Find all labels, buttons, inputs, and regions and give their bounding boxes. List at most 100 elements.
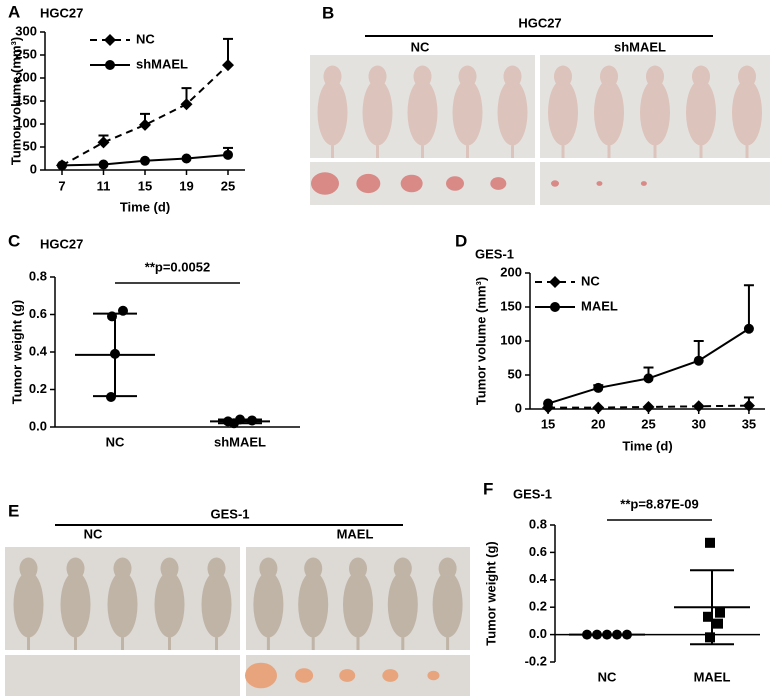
tumor — [339, 669, 356, 682]
tumor-photo — [540, 162, 770, 205]
mouse — [343, 571, 373, 638]
y-tick-label: 0.0 — [529, 626, 547, 641]
tumor — [245, 662, 277, 689]
mouse-head — [503, 65, 522, 88]
marker — [705, 632, 715, 643]
marker — [110, 348, 120, 359]
marker — [705, 537, 715, 548]
tumor — [596, 181, 603, 186]
mouse — [732, 79, 762, 146]
tumor — [427, 670, 440, 681]
marker — [105, 60, 115, 70]
marker — [582, 629, 592, 640]
chart-title: GES-1 — [513, 486, 552, 501]
y-tick-label: 0.0 — [29, 418, 47, 433]
y-tick-label: 50 — [23, 138, 37, 153]
legend-label: NC — [581, 273, 600, 288]
y-tick-label: 150 — [500, 298, 522, 313]
legend-label: shMAEL — [136, 56, 188, 71]
marker — [713, 618, 723, 629]
tumor — [382, 669, 399, 682]
mouse-head — [160, 557, 179, 580]
x-tick-label: NC — [106, 434, 125, 449]
mouse-head — [393, 557, 412, 580]
marker — [743, 323, 754, 334]
mouse-head — [19, 557, 38, 580]
marker — [180, 98, 193, 111]
y-axis-label: Tumor weight (g) — [9, 300, 24, 404]
y-tick-label: 300 — [15, 23, 37, 38]
mouse — [594, 79, 624, 146]
panel-letter: F — [483, 479, 493, 498]
mouse — [640, 79, 670, 146]
marker — [181, 153, 192, 164]
x-tick-label: 30 — [691, 416, 705, 431]
series-line — [61, 64, 229, 167]
photo-title: GES-1 — [210, 506, 249, 521]
marker — [703, 611, 713, 622]
marker — [118, 305, 128, 316]
x-tick-label: 20 — [591, 416, 605, 431]
marker — [602, 629, 612, 640]
y-tick-label: -0.2 — [525, 653, 547, 668]
mouse — [317, 79, 348, 146]
tumor — [356, 173, 381, 194]
tumor — [490, 177, 507, 190]
marker — [742, 399, 755, 412]
mouse — [201, 571, 232, 638]
x-tick-label: MAEL — [694, 669, 731, 684]
mouse — [387, 571, 418, 638]
y-axis-label: Tumor volume (mm³) — [473, 277, 488, 405]
y-tick-label: 0.4 — [29, 343, 48, 358]
legend-label: NC — [136, 31, 155, 46]
marker — [692, 400, 705, 413]
mouse-head — [738, 65, 756, 88]
mouse — [13, 571, 44, 638]
mouse — [362, 79, 393, 146]
mouse-head — [554, 65, 572, 88]
marker — [549, 276, 561, 288]
mouse — [452, 79, 483, 146]
x-tick-label: 25 — [641, 416, 655, 431]
y-tick-label: 0.8 — [529, 516, 547, 531]
y-tick-label: 150 — [15, 92, 37, 107]
mouse-head — [113, 557, 132, 580]
mouse-head — [66, 557, 85, 580]
y-tick-label: 50 — [508, 366, 522, 381]
x-tick-label: 25 — [221, 178, 235, 193]
panel-letter: A — [8, 2, 20, 21]
mouse-head — [304, 557, 323, 580]
mouse — [548, 79, 578, 146]
series-line — [547, 327, 750, 405]
mouse-head — [368, 65, 387, 88]
marker — [107, 311, 117, 322]
mouse — [497, 79, 528, 146]
y-axis-label: Tumor weight (g) — [483, 541, 498, 645]
marker — [642, 400, 655, 413]
marker — [592, 401, 605, 414]
mouse-head — [323, 65, 342, 88]
tumor — [295, 668, 314, 683]
mouse — [107, 571, 138, 638]
marker — [643, 373, 654, 384]
marker — [139, 118, 151, 131]
group-label: MAEL — [337, 526, 374, 541]
y-tick-label: 0.8 — [29, 268, 47, 283]
y-tick-label: 100 — [15, 115, 37, 130]
tumor — [446, 176, 464, 191]
y-tick-label: 0.4 — [529, 571, 548, 586]
marker — [592, 629, 602, 640]
mouse-head — [413, 65, 432, 88]
group-label: shMAEL — [614, 39, 666, 54]
marker — [550, 302, 560, 312]
chart-title: HGC27 — [40, 236, 83, 251]
y-tick-label: 0.6 — [29, 306, 47, 321]
marker — [715, 607, 725, 618]
marker — [98, 159, 109, 170]
panel-letter: B — [322, 3, 334, 22]
tumor — [551, 180, 559, 187]
y-tick-label: 0 — [30, 161, 37, 176]
y-tick-label: 100 — [500, 332, 522, 347]
x-tick-label: 19 — [179, 178, 193, 193]
annotation: **p=0.0052 — [145, 259, 210, 274]
